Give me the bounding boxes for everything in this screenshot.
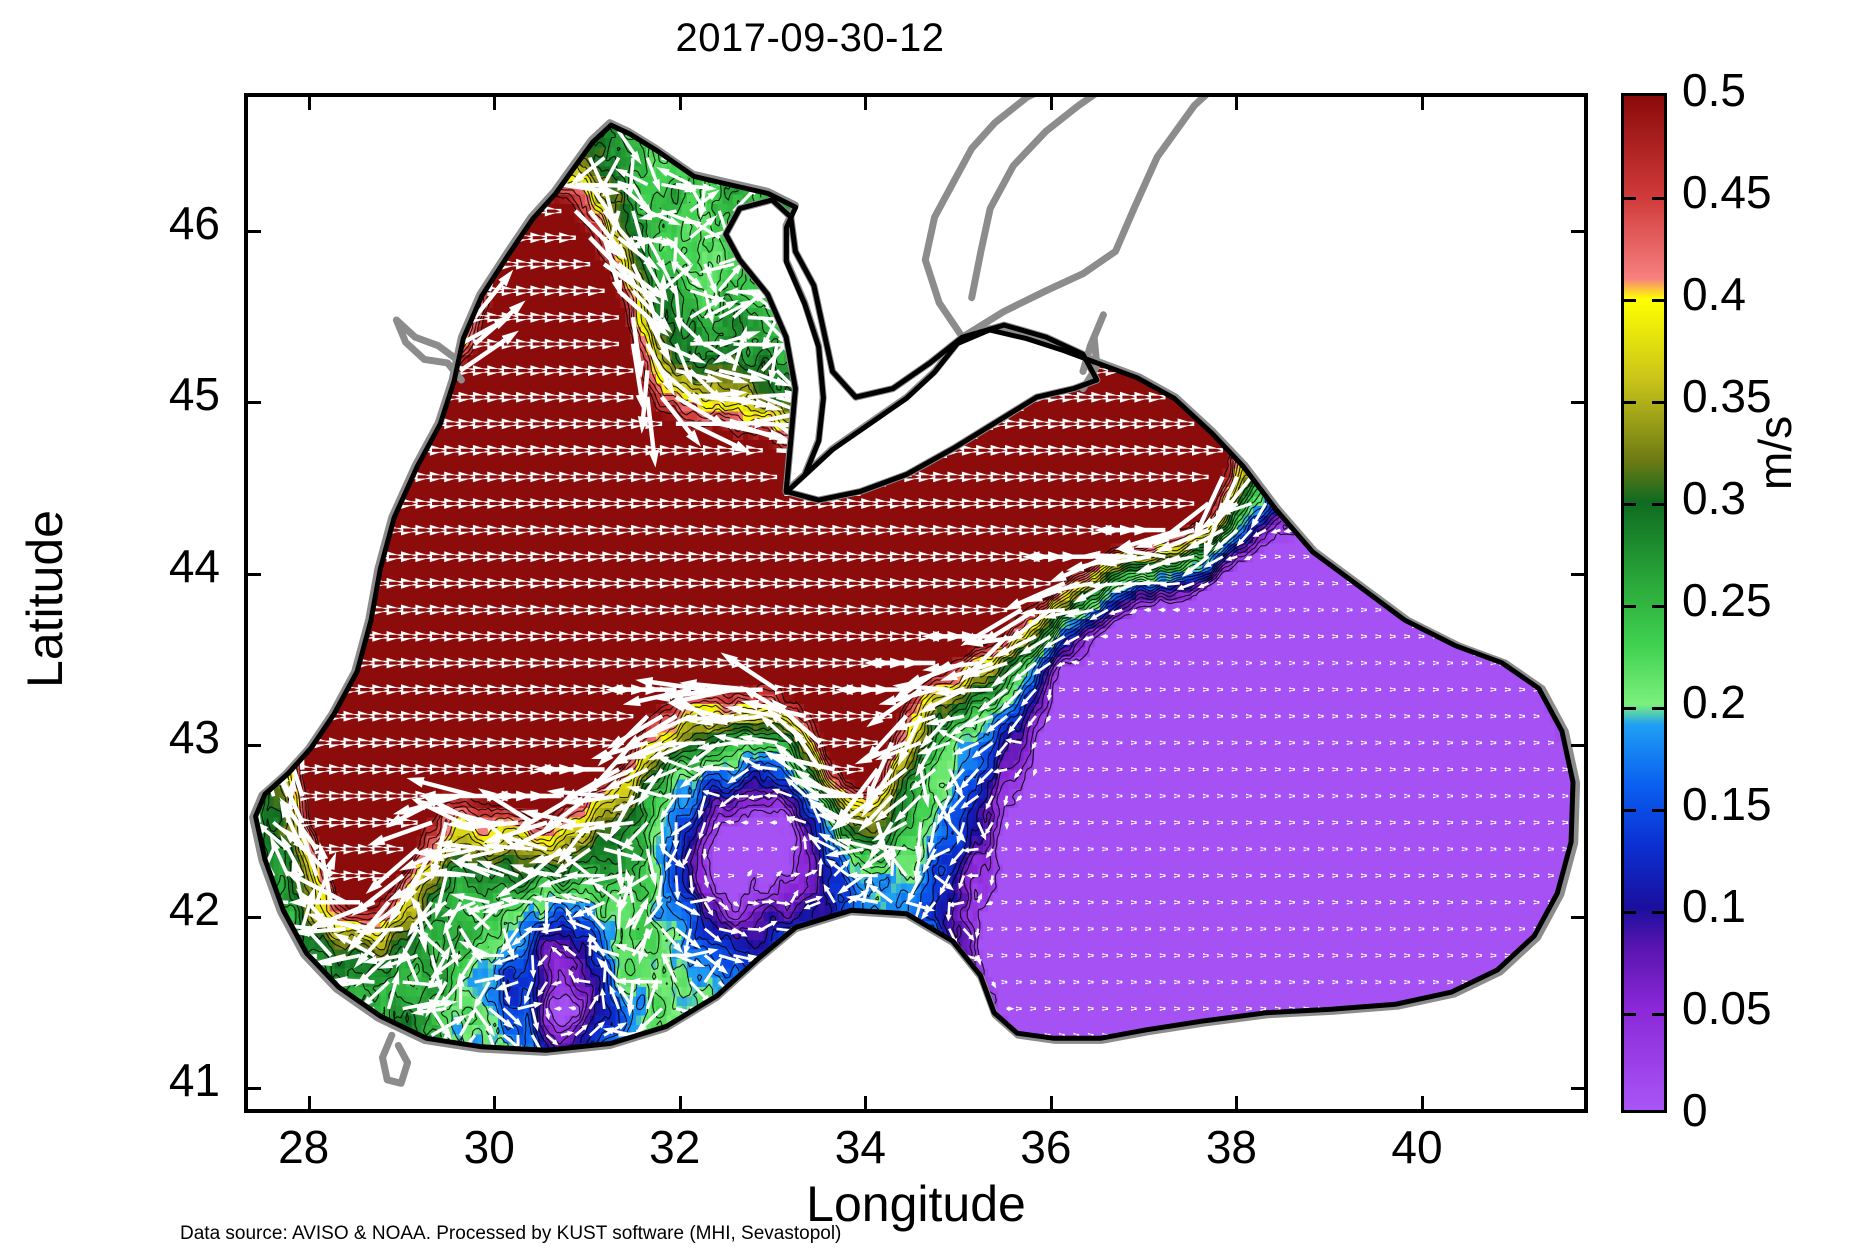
x-tick [864,97,868,110]
colorbar-tick [1624,911,1636,914]
colorbar-tick-label: 0.4 [1682,268,1746,320]
y-tick [1571,229,1584,233]
x-tick [1421,97,1424,110]
map-plot-area [244,93,1588,1113]
x-tick [307,97,311,110]
x-tick [493,1096,497,1109]
colorbar-tick [1652,197,1664,200]
data-source-caption: Data source: AVISO & NOAA. Processed by … [180,1223,842,1244]
x-tick [1049,97,1053,110]
colorbar-tick-label: 0 [1682,1084,1708,1136]
y-tick [248,1087,261,1091]
colorbar-tick [1652,809,1664,812]
x-tick [1421,1096,1424,1109]
colorbar-tick [1652,707,1664,710]
x-tick [493,97,497,110]
y-tick-label: 42 [168,882,220,935]
y-tick-label: 44 [168,539,220,592]
y-tick [248,915,261,919]
colorbar-tick [1652,401,1664,404]
y-tick [248,229,261,233]
y-axis-title: Latitude [17,510,73,688]
model-domain-coastline [253,122,1576,1053]
y-tick [1571,915,1584,919]
colorbar [1621,93,1667,1113]
x-tick [1235,1096,1239,1109]
y-tick [1571,744,1584,748]
y-tick [248,572,261,576]
colorbar-tick [1652,911,1664,914]
y-tick [1571,401,1584,405]
x-tick-label: 28 [278,1121,330,1173]
colorbar-tick [1624,197,1636,200]
colorbar-gradient [1621,93,1667,1113]
colorbar-tick-label: 0.5 [1682,64,1746,116]
x-tick-label: 40 [1391,1121,1443,1173]
x-tick-label: 32 [649,1121,701,1173]
colorbar-tick [1624,503,1636,506]
colorbar-tick [1624,605,1636,608]
current-vector-arrows [252,122,1569,1053]
colorbar-tick-label: 0.15 [1682,778,1772,830]
x-tick [307,1096,311,1109]
y-tick-label: 45 [168,368,220,421]
colorbar-tick-label: 0.25 [1682,574,1772,626]
colorbar-tick [1624,299,1636,302]
x-tick-label: 34 [834,1121,886,1173]
colorbar-tick [1624,707,1636,710]
x-tick [678,97,682,110]
black-sea-current-speed-map [249,97,1581,1087]
x-axis-title: Longitude [806,1176,1026,1232]
colorbar-tick [1652,605,1664,608]
y-tick [1571,1087,1584,1091]
page-title: 2017-09-30-12 [675,16,945,60]
x-tick [1049,1096,1053,1109]
colorbar-tick-label: 0.35 [1682,370,1772,422]
colorbar-tick-label: 0.1 [1682,880,1746,932]
colorbar-tick [1624,1013,1636,1016]
y-tick-label: 41 [168,1054,220,1107]
colorbar-tick [1652,503,1664,506]
x-tick-label: 36 [1020,1121,1072,1173]
colorbar-tick [1624,809,1636,812]
y-tick [248,401,261,405]
x-tick-label: 30 [463,1121,515,1173]
map-canvas [248,97,1584,1109]
y-tick [1571,572,1584,576]
x-tick [678,1096,682,1109]
colorbar-unit-label: m/s [1749,415,1801,490]
x-tick-label: 38 [1205,1121,1258,1173]
x-tick [1235,97,1239,110]
colorbar-tick-label: 0.2 [1682,676,1746,728]
colorbar-tick-label: 0.45 [1682,166,1772,218]
x-tick [864,1096,868,1109]
colorbar-tick [1624,401,1636,404]
y-tick-label: 46 [168,196,220,249]
colorbar-tick-label: 0.3 [1682,472,1746,524]
colorbar-tick [1652,1013,1664,1016]
y-tick-label: 43 [168,711,220,764]
colorbar-tick-label: 0.05 [1682,982,1772,1034]
y-tick [248,744,261,748]
colorbar-tick [1652,299,1664,302]
